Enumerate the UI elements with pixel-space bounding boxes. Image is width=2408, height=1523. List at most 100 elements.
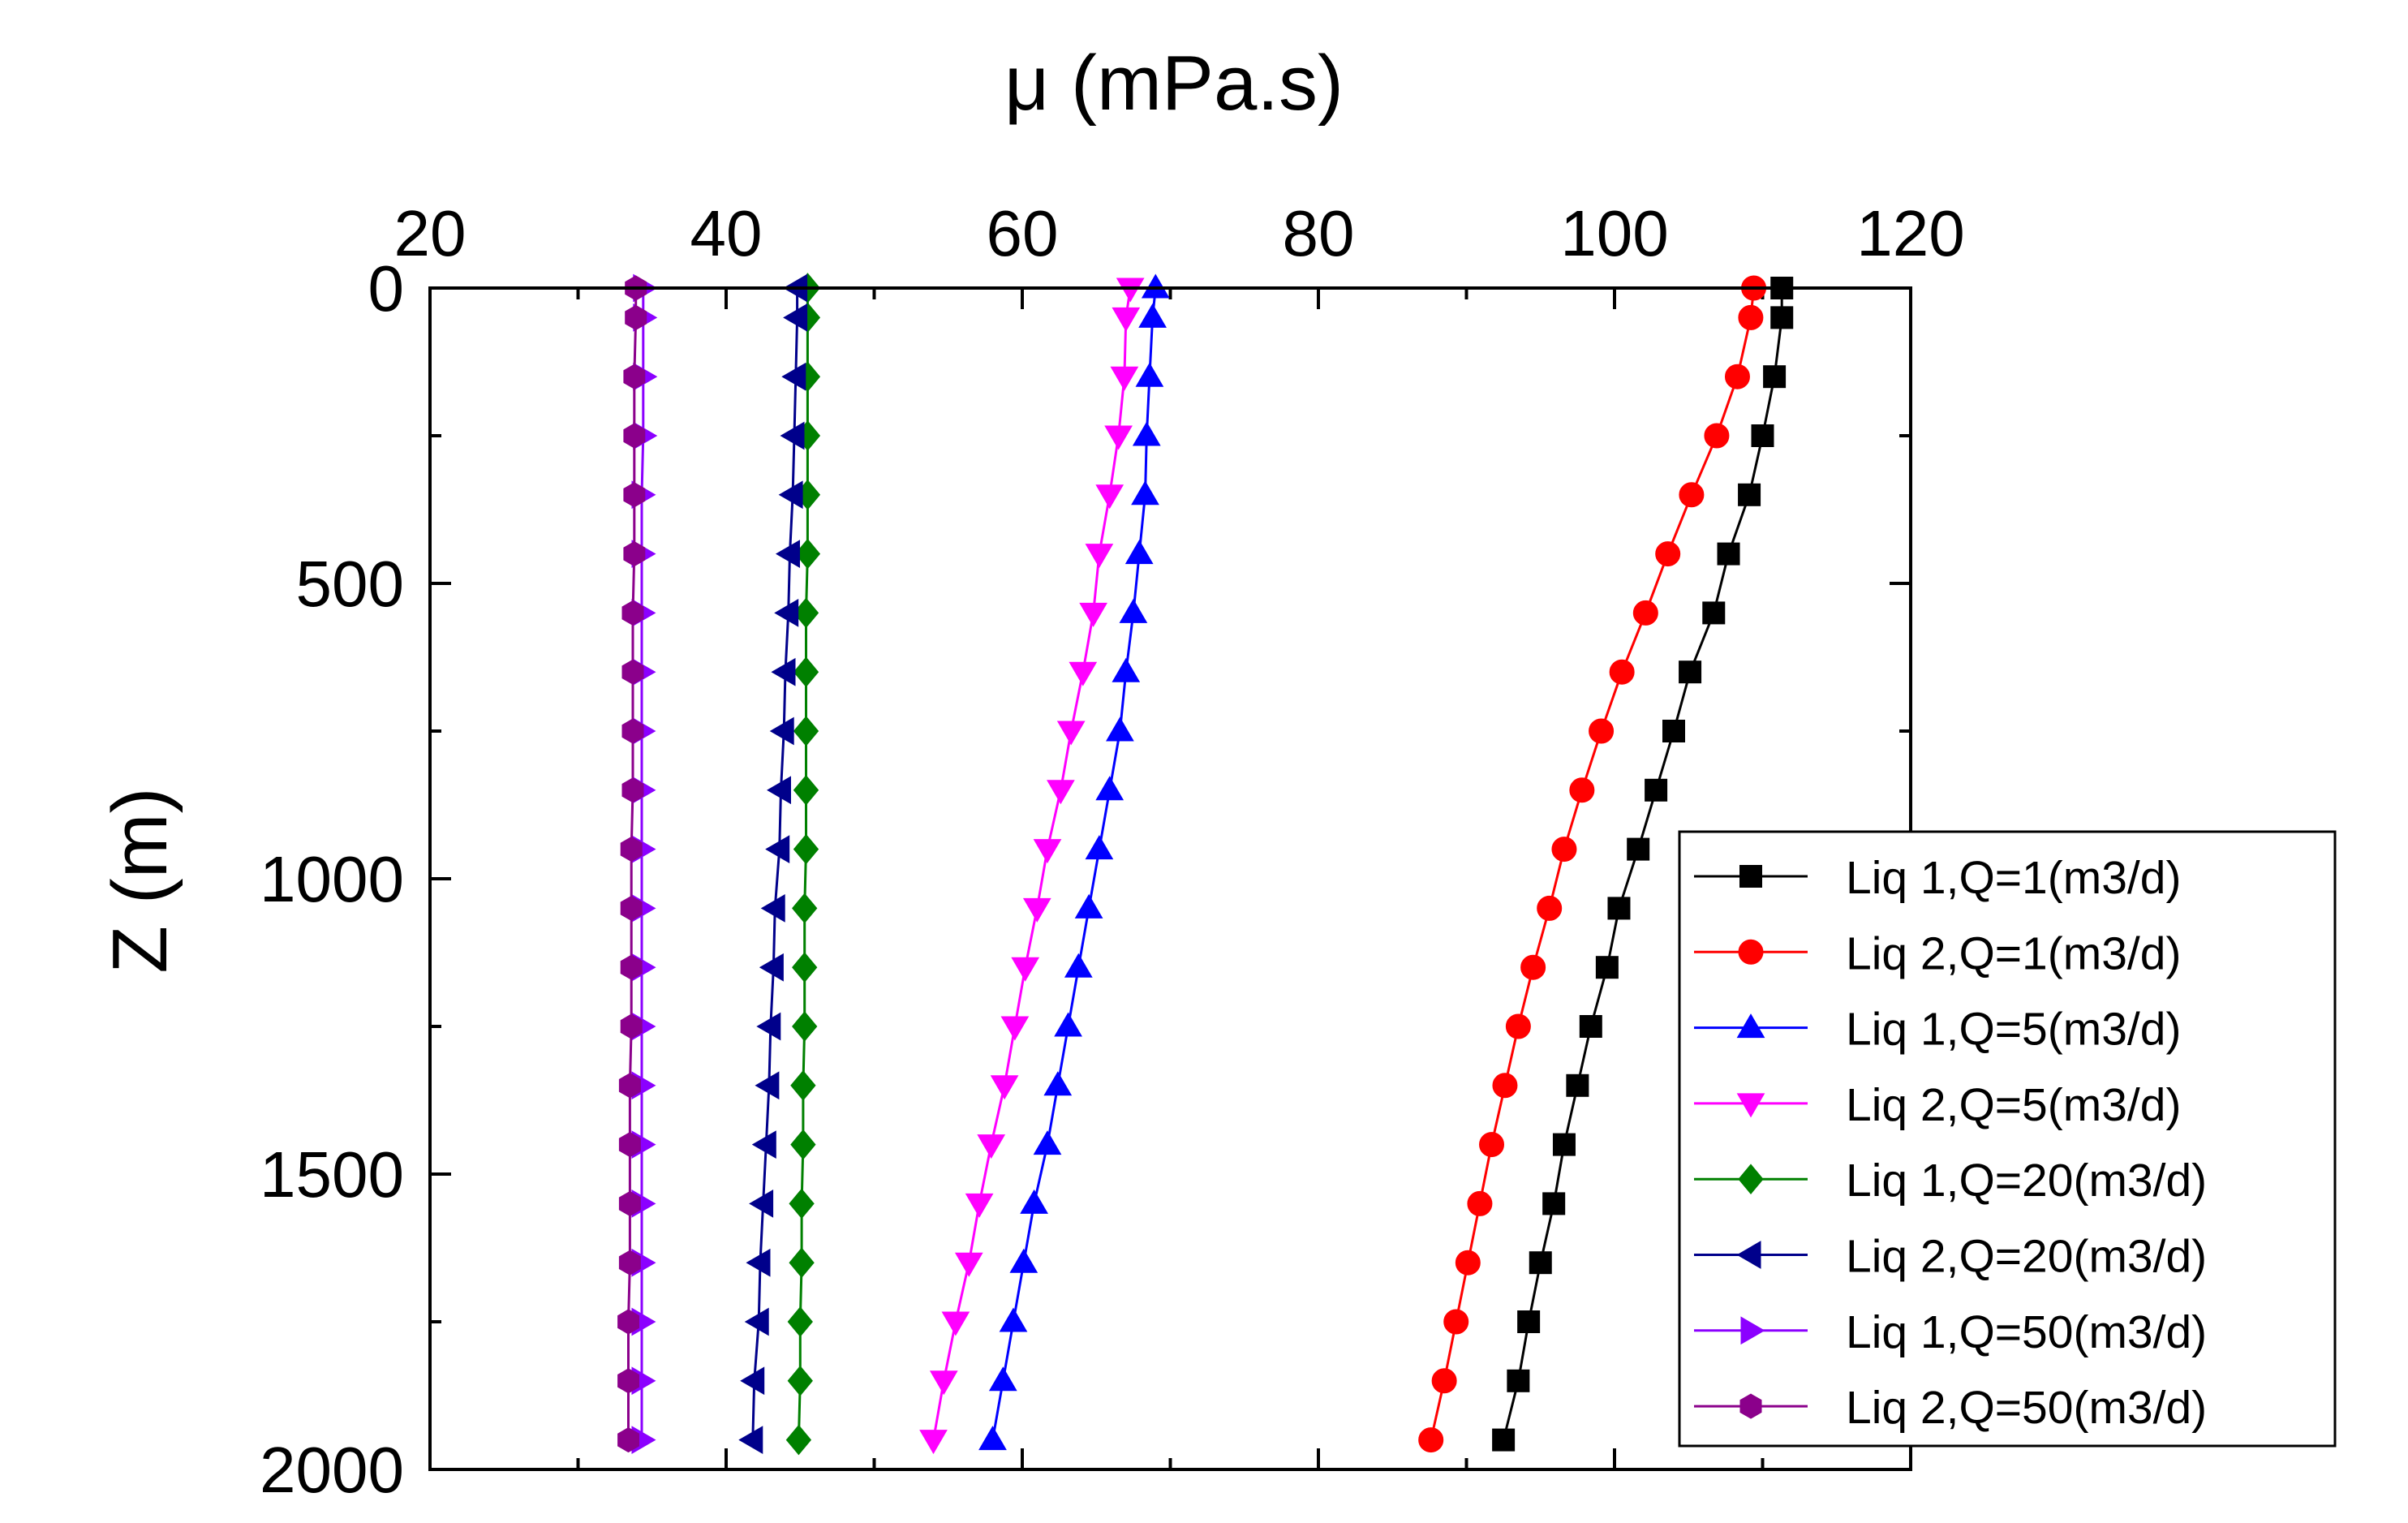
data-point bbox=[1662, 720, 1685, 742]
data-point bbox=[769, 716, 794, 746]
data-point bbox=[1112, 657, 1141, 682]
legend-entry: Liq 1,Q=1(m3/d) bbox=[1694, 852, 2181, 904]
data-point bbox=[759, 953, 784, 982]
data-point bbox=[623, 482, 646, 508]
data-point bbox=[623, 423, 646, 449]
data-point bbox=[621, 718, 644, 744]
data-point bbox=[1141, 273, 1170, 299]
data-point bbox=[1529, 1251, 1552, 1275]
data-point bbox=[1724, 364, 1750, 389]
legend-marker bbox=[1736, 1241, 1761, 1269]
legend: Liq 1,Q=1(m3/d) Liq 2,Q=1(m3/d) Liq 1,Q=5(… bbox=[1678, 830, 2337, 1448]
legend-entry: Liq 1,Q=5(m3/d) bbox=[1694, 1004, 2181, 1056]
data-point bbox=[1679, 482, 1705, 508]
data-point bbox=[620, 895, 643, 921]
data-point bbox=[999, 1307, 1028, 1332]
data-point bbox=[919, 1430, 948, 1455]
data-point bbox=[1022, 897, 1051, 923]
data-point bbox=[623, 541, 646, 567]
data-point bbox=[790, 1129, 816, 1160]
y-tick-label: 0 bbox=[368, 252, 405, 325]
data-point bbox=[620, 837, 643, 863]
data-point bbox=[1738, 304, 1764, 330]
data-point bbox=[617, 1427, 639, 1453]
data-point bbox=[1569, 777, 1595, 803]
data-point bbox=[618, 1073, 641, 1099]
y-tick-label: 1000 bbox=[260, 843, 404, 915]
data-point bbox=[954, 1252, 983, 1277]
data-point bbox=[1738, 483, 1761, 506]
data-point bbox=[1479, 1132, 1505, 1158]
data-point bbox=[929, 1370, 958, 1396]
data-point bbox=[1552, 1133, 1576, 1156]
data-point bbox=[1000, 1016, 1030, 1041]
data-point bbox=[767, 776, 791, 805]
data-point bbox=[1131, 480, 1159, 506]
data-point bbox=[1492, 1428, 1516, 1452]
data-point bbox=[780, 421, 805, 450]
series-liq-2-q-1-m3-d bbox=[1418, 275, 1767, 1453]
series-liq-2-q-20-m3-d bbox=[738, 273, 808, 1454]
data-point bbox=[1106, 716, 1134, 742]
legend-label: Liq 1,Q=50(m3/d) bbox=[1846, 1306, 2207, 1358]
data-point bbox=[760, 894, 785, 923]
data-point bbox=[1607, 897, 1631, 920]
data-point bbox=[751, 1130, 776, 1159]
data-point bbox=[1119, 598, 1148, 623]
x-tick-label: 80 bbox=[1283, 197, 1355, 269]
data-point bbox=[792, 952, 818, 983]
data-point bbox=[1033, 1130, 1062, 1155]
data-point bbox=[774, 599, 799, 627]
series-liq-1-q-1-m3-d bbox=[1492, 277, 1794, 1452]
data-point bbox=[1517, 1310, 1541, 1333]
data-point bbox=[1020, 1189, 1048, 1214]
data-point bbox=[755, 1071, 780, 1100]
series-liq-2-q-5-m3-d bbox=[919, 277, 1145, 1455]
legend-label: Liq 2,Q=5(m3/d) bbox=[1846, 1079, 2181, 1131]
data-point bbox=[1054, 1012, 1082, 1037]
data-point bbox=[1011, 957, 1040, 982]
data-point bbox=[623, 364, 646, 389]
y-tick-label: 500 bbox=[296, 548, 404, 620]
data-point bbox=[621, 659, 644, 685]
data-point bbox=[793, 833, 819, 865]
data-point bbox=[1751, 424, 1774, 447]
legend-marker bbox=[1736, 1093, 1765, 1118]
x-axis-title: μ (mPa.s) bbox=[1004, 40, 1344, 127]
data-point bbox=[1455, 1250, 1481, 1276]
data-point bbox=[785, 1424, 812, 1456]
data-point bbox=[1704, 423, 1730, 449]
data-point bbox=[1079, 602, 1107, 627]
data-point bbox=[618, 1190, 641, 1216]
legend-label: Liq 2,Q=50(m3/d) bbox=[1846, 1382, 2207, 1434]
data-point bbox=[792, 1011, 818, 1042]
data-point bbox=[1645, 778, 1668, 802]
data-point bbox=[1431, 1368, 1457, 1394]
data-point bbox=[621, 600, 644, 626]
legend-box bbox=[1678, 830, 2337, 1448]
legend-marker bbox=[1738, 1164, 1764, 1194]
data-point bbox=[1595, 956, 1619, 979]
y-tick-label: 1500 bbox=[260, 1138, 404, 1211]
data-point bbox=[1505, 1013, 1531, 1039]
legend-entry: Liq 2,Q=20(m3/d) bbox=[1694, 1231, 2207, 1283]
data-point bbox=[787, 1306, 813, 1337]
x-tick-label: 20 bbox=[394, 197, 467, 269]
data-point bbox=[793, 775, 819, 806]
data-point bbox=[1551, 837, 1577, 863]
data-point bbox=[740, 1366, 765, 1396]
legend-marker bbox=[1739, 1393, 1762, 1419]
data-point bbox=[1507, 1369, 1530, 1392]
y-axis-title: Z (m) bbox=[97, 787, 183, 973]
data-point bbox=[1542, 1192, 1566, 1215]
data-point bbox=[1467, 1190, 1493, 1216]
legend-entry: Liq 2,Q=5(m3/d) bbox=[1694, 1079, 2181, 1131]
data-point bbox=[1124, 540, 1154, 565]
data-point bbox=[1763, 365, 1787, 389]
data-point bbox=[1112, 307, 1141, 332]
data-point bbox=[1064, 953, 1093, 978]
data-point bbox=[1418, 1427, 1444, 1453]
data-point bbox=[787, 1366, 813, 1396]
data-point bbox=[793, 716, 819, 746]
